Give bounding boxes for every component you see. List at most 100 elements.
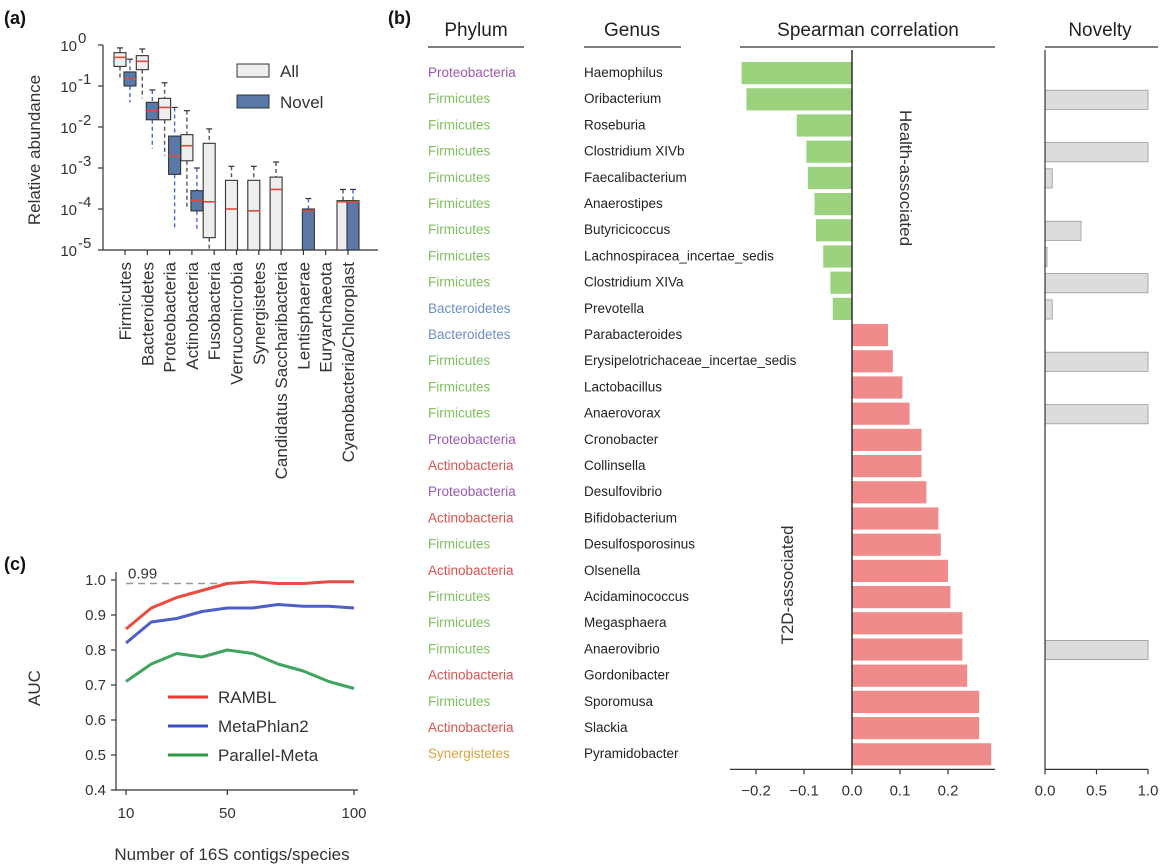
legend-label-all: All bbox=[280, 62, 299, 81]
box-all bbox=[158, 97, 172, 121]
bar-health bbox=[823, 245, 852, 268]
bar-t2d bbox=[852, 402, 910, 425]
panel-a-xtick-label: Candidatus Saccharibacteria bbox=[272, 261, 291, 479]
legend-label-metaphlan2: MetaPhlan2 bbox=[218, 717, 309, 736]
box-all bbox=[180, 134, 194, 162]
box-novel bbox=[346, 200, 360, 251]
panel-c-ytick-label: 0.8 bbox=[85, 642, 106, 659]
row-phylum: Firmicutes bbox=[428, 641, 491, 656]
row-phylum: Firmicutes bbox=[428, 589, 491, 604]
header-spearman: Spearman correlation bbox=[777, 20, 959, 41]
novelty-tick-label: 0.5 bbox=[1086, 782, 1107, 799]
panel-a-ytick-exponent: -2 bbox=[78, 112, 91, 129]
annotation-t2d-associated: T2D-associated bbox=[778, 525, 797, 644]
panel-a-ytick-label: 10 bbox=[60, 161, 77, 178]
row-genus: Anaerovorax bbox=[584, 406, 661, 421]
row-phylum: Proteobacteria bbox=[428, 432, 516, 447]
panel-c: AUC Number of 16S contigs/species 0.4 0.5… bbox=[25, 566, 367, 865]
row-phylum: Actinobacteria bbox=[428, 668, 514, 683]
row-genus: Erysipelotrichaceae_incertae_sedis bbox=[584, 353, 797, 368]
panel-a-ytick-label: 10 bbox=[60, 120, 77, 137]
panel-a-ytick-exponent: -5 bbox=[78, 235, 91, 252]
bar-novelty bbox=[1044, 220, 1082, 241]
row-phylum: Firmicutes bbox=[428, 144, 491, 159]
legend-swatch-novel bbox=[236, 94, 270, 109]
panel-a-ytick-label: 10 bbox=[60, 243, 77, 260]
annotation-health-associated: Health-associated bbox=[896, 110, 915, 246]
bar-health bbox=[807, 166, 852, 189]
bar-health bbox=[796, 114, 852, 137]
row-genus: Roseburia bbox=[584, 117, 646, 132]
row-genus: Megasphaera bbox=[584, 615, 667, 630]
row-phylum: Actinobacteria bbox=[428, 720, 514, 735]
legend-label-parallel-meta: Parallel-Meta bbox=[218, 746, 319, 765]
bar-t2d bbox=[852, 507, 939, 530]
box-all bbox=[135, 55, 149, 71]
corr-tick-label: 0.0 bbox=[842, 782, 863, 799]
panel-c-ytick-label: 0.5 bbox=[85, 747, 106, 764]
panel-label-c: (c) bbox=[4, 554, 26, 574]
panel-b: Phylum Genus Spearman correlation Novelt… bbox=[428, 20, 1158, 799]
bar-t2d bbox=[852, 324, 888, 347]
bar-novelty bbox=[1044, 404, 1149, 425]
legend-label-novel: Novel bbox=[280, 93, 323, 112]
bar-health bbox=[814, 193, 852, 216]
novelty-tick-label: 0.0 bbox=[1035, 782, 1056, 799]
row-phylum: Firmicutes bbox=[428, 615, 491, 630]
row-genus: Parabacteroides bbox=[584, 327, 683, 342]
legend-label-rambl: RAMBL bbox=[218, 688, 277, 707]
bar-t2d bbox=[852, 428, 922, 451]
novelty-tick-label: 1.0 bbox=[1138, 782, 1159, 799]
panel-c-xtick-label: 10 bbox=[118, 805, 135, 822]
header-phylum: Phylum bbox=[444, 20, 507, 41]
panel-b-rows: Proteobacteria Haemophilus Firmicutes Oriba… bbox=[428, 62, 1149, 766]
row-phylum: Firmicutes bbox=[428, 406, 491, 421]
row-genus: Collinsella bbox=[584, 458, 646, 473]
row-phylum: Firmicutes bbox=[428, 379, 491, 394]
panel-a-xtick-label: Synergistetes bbox=[250, 262, 269, 365]
panel-c-ytick-label: 0.9 bbox=[85, 607, 106, 624]
box-all bbox=[224, 179, 239, 251]
line-rambl bbox=[125, 580, 354, 631]
panel-b-ticks: −0.2 −0.1 0.0 0.1 0.2 0.0 0.5 1.0 bbox=[730, 50, 1158, 799]
bar-t2d bbox=[852, 533, 941, 556]
row-genus: Haemophilus bbox=[584, 65, 663, 80]
corr-tick-label: 0.2 bbox=[938, 782, 959, 799]
row-phylum: Proteobacteria bbox=[428, 484, 516, 499]
row-phylum: Firmicutes bbox=[428, 91, 491, 106]
row-genus: Butyricicoccus bbox=[584, 222, 671, 237]
header-novelty: Novelty bbox=[1068, 20, 1132, 41]
bar-novelty bbox=[1044, 273, 1149, 294]
row-phylum: Firmicutes bbox=[428, 170, 491, 185]
row-phylum: Synergistetes bbox=[428, 746, 510, 761]
panel-a-xtick-label: Fusobacteria bbox=[205, 261, 224, 360]
row-phylum: Firmicutes bbox=[428, 537, 491, 552]
bar-novelty bbox=[1044, 640, 1149, 661]
row-phylum: Actinobacteria bbox=[428, 510, 514, 525]
bar-novelty bbox=[1044, 89, 1149, 110]
box-novel bbox=[301, 208, 315, 251]
panel-a-xtick-label: Actinobacteria bbox=[183, 261, 202, 369]
bar-novelty bbox=[1044, 142, 1149, 163]
panel-a-xticks: Firmicutes Bacteroidetes Proteobacteria Act… bbox=[116, 250, 358, 479]
bar-t2d bbox=[852, 690, 980, 713]
corr-tick-label: 0.1 bbox=[890, 782, 911, 799]
panel-c-ytick-label: 0.6 bbox=[85, 712, 106, 729]
line-parallel-meta bbox=[125, 648, 355, 690]
bar-health bbox=[746, 88, 852, 111]
row-genus: Lachnospiracea_incertae_sedis bbox=[584, 248, 774, 263]
row-phylum: Firmicutes bbox=[428, 117, 491, 132]
panel-a-xtick-label: Cyanobacteria/Chloroplast bbox=[339, 262, 358, 463]
row-phylum: Bacteroidetes bbox=[428, 301, 511, 316]
box-all bbox=[247, 179, 261, 251]
row-phylum: Actinobacteria bbox=[428, 563, 514, 578]
panel-c-xlabel: Number of 16S contigs/species bbox=[114, 845, 349, 864]
panel-a-ylabel: Relative abundance bbox=[25, 75, 44, 225]
panel-a-ytick-exponent: -1 bbox=[78, 71, 91, 88]
row-genus: Sporomusa bbox=[584, 694, 654, 709]
row-genus: Desulfovibrio bbox=[584, 484, 662, 499]
row-genus: Lactobacillus bbox=[584, 379, 662, 394]
